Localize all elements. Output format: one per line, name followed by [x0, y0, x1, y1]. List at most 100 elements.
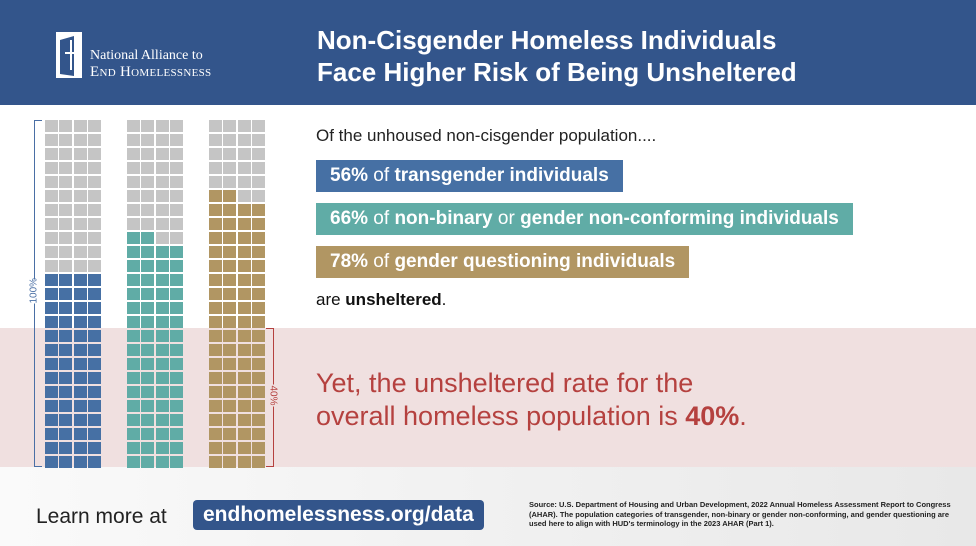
- waffle-cell-filled: [141, 287, 155, 301]
- title-line-1: Non-Cisgender Homeless Individuals: [317, 25, 777, 55]
- logo: National Alliance to End Homelessness: [54, 30, 264, 80]
- waffle-cell-filled: [209, 217, 222, 231]
- waffle-cell-empty: [223, 120, 237, 133]
- footer: [0, 467, 976, 546]
- waffle-cell-filled: [170, 343, 183, 357]
- waffle-cell-empty: [170, 203, 183, 217]
- waffle-cell-filled: [88, 357, 101, 371]
- waffle-cell-filled: [237, 441, 251, 455]
- stat-transgender: 56% of transgender individuals: [316, 160, 623, 192]
- waffle-cell-filled: [141, 413, 155, 427]
- waffle-cell-filled: [88, 301, 101, 315]
- waffle-cell-empty: [45, 161, 58, 175]
- stat-pct: 78%: [330, 251, 369, 272]
- waffle-cell-filled: [59, 357, 73, 371]
- waffle-cell-filled: [209, 371, 222, 385]
- waffle-cell-empty: [170, 217, 183, 231]
- waffle-cell-empty: [45, 231, 58, 245]
- waffle-cell-filled: [88, 371, 101, 385]
- waffle-cell-empty: [73, 147, 87, 161]
- stat-gender-questioning: 78% of gender questioning individuals: [316, 246, 690, 278]
- waffle-cell-filled: [73, 371, 87, 385]
- waffle-cell-empty: [127, 189, 140, 203]
- waffle-cell-filled: [155, 343, 169, 357]
- waffle-cell-filled: [223, 203, 237, 217]
- yet-line-1: Yet, the unsheltered rate for the: [316, 368, 694, 398]
- waffle-cell-filled: [155, 441, 169, 455]
- waffle-cell-filled: [209, 301, 222, 315]
- waffle-cell-filled: [223, 217, 237, 231]
- waffle-cell-filled: [209, 385, 222, 399]
- stat-of: of: [368, 165, 395, 186]
- waffle-cell-filled: [73, 385, 87, 399]
- waffle-cell-filled: [59, 455, 73, 468]
- waffle-cell-filled: [141, 259, 155, 273]
- waffle-cell-empty: [170, 231, 183, 245]
- waffle-cell-empty: [209, 161, 222, 175]
- waffle-cell-empty: [237, 120, 251, 133]
- waffle-cell-filled: [209, 189, 222, 203]
- header: National Alliance to End Homelessness No…: [0, 0, 976, 105]
- waffle-cell-filled: [45, 315, 58, 329]
- waffle-cell-filled: [155, 385, 169, 399]
- logo-line-2: End Homelessness: [90, 64, 212, 80]
- waffle-cell-empty: [59, 175, 73, 189]
- outro-bold: unsheltered: [345, 290, 442, 309]
- yet-post: .: [739, 401, 747, 431]
- waffle-cell-filled: [88, 385, 101, 399]
- waffle-cell-filled: [237, 371, 251, 385]
- waffle-cell-filled: [141, 427, 155, 441]
- waffle-cell-filled: [45, 427, 58, 441]
- waffle-cell-filled: [73, 343, 87, 357]
- waffle-cell-empty: [170, 147, 183, 161]
- waffle-cell-empty: [252, 161, 265, 175]
- waffle-cell-empty: [59, 217, 73, 231]
- waffle-cell-filled: [237, 357, 251, 371]
- waffle-cell-filled: [223, 259, 237, 273]
- waffle-cell-filled: [88, 343, 101, 357]
- waffle-cell-empty: [237, 161, 251, 175]
- title-line-2: Face Higher Risk of Being Unsheltered: [317, 57, 797, 87]
- waffle-cell-filled: [209, 343, 222, 357]
- waffle-cell-filled: [59, 385, 73, 399]
- stat-label: gender questioning individuals: [394, 251, 676, 272]
- waffle-cell-empty: [170, 189, 183, 203]
- waffle-cell-filled: [73, 357, 87, 371]
- waffle-cell-empty: [237, 175, 251, 189]
- waffle-cell-empty: [45, 147, 58, 161]
- waffle-cell-filled: [45, 357, 58, 371]
- waffle-cell-filled: [45, 385, 58, 399]
- bracket-100-label: 100%: [28, 277, 40, 304]
- waffle-cell-empty: [141, 203, 155, 217]
- waffle-cell-empty: [88, 217, 101, 231]
- data-link[interactable]: endhomelessness.org/data: [193, 500, 484, 530]
- waffle-cell-empty: [223, 133, 237, 147]
- waffle-cell-filled: [252, 217, 265, 231]
- waffle-cell-filled: [170, 385, 183, 399]
- waffle-cell-filled: [155, 259, 169, 273]
- waffle-cell-filled: [237, 259, 251, 273]
- waffle-cell-empty: [45, 245, 58, 259]
- waffle-cell-empty: [209, 120, 222, 133]
- waffle-cell-filled: [237, 399, 251, 413]
- waffle-cell-empty: [127, 147, 140, 161]
- waffle-cell-filled: [88, 399, 101, 413]
- waffle-cell-empty: [45, 175, 58, 189]
- waffle-cell-filled: [209, 441, 222, 455]
- waffle-cell-empty: [59, 133, 73, 147]
- waffle-cell-empty: [127, 203, 140, 217]
- stat-of: of: [368, 251, 395, 272]
- waffle-cell-filled: [209, 357, 222, 371]
- waffle-cell-empty: [59, 147, 73, 161]
- waffle-cell-filled: [88, 287, 101, 301]
- waffle-cell-empty: [127, 120, 140, 133]
- waffle-cell-filled: [209, 315, 222, 329]
- waffle-cell-filled: [88, 455, 101, 468]
- waffle-cell-empty: [73, 120, 87, 133]
- waffle-cell-empty: [237, 147, 251, 161]
- waffle-cell-empty: [209, 147, 222, 161]
- waffle-cell-empty: [170, 120, 183, 133]
- waffle-cell-empty: [88, 245, 101, 259]
- waffle-cell-filled: [88, 329, 101, 343]
- waffle-cell-filled: [252, 427, 265, 441]
